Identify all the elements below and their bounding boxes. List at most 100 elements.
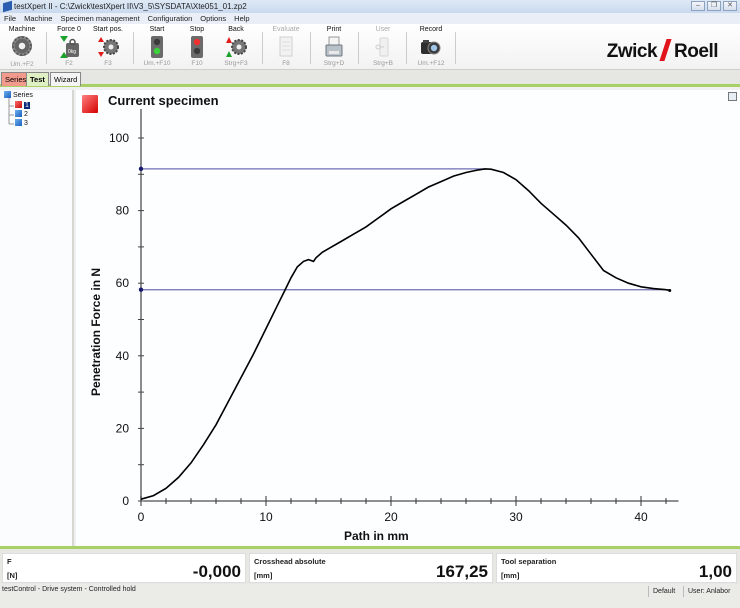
menu-help[interactable]: Help: [234, 14, 250, 23]
measurement-crosshead-absolute: Crosshead absolute [mm] 167,25: [249, 553, 493, 583]
gear-icon: [11, 36, 33, 60]
tree-item-specimen-3[interactable]: 3: [15, 119, 28, 128]
status-bar: testControl - Drive system - Controlled …: [0, 584, 740, 608]
record-button[interactable]: Record Um.+F12: [409, 25, 453, 69]
evaluate-button[interactable]: Evaluate F8: [264, 25, 308, 69]
print-button[interactable]: Print Strg+D: [312, 25, 356, 69]
back-gear-icon: [225, 35, 247, 59]
svg-text:0kg: 0kg: [68, 49, 76, 55]
toolbar-separator: [133, 32, 134, 64]
menu-specimen-management[interactable]: Specimen management: [60, 14, 140, 23]
logo-slash: [659, 39, 672, 61]
measurement-unit: [N]: [7, 571, 18, 580]
start-button[interactable]: Start Um.+F10: [135, 25, 179, 69]
evaluate-shortcut: F8: [282, 60, 290, 67]
measurement-name: Crosshead absolute: [254, 557, 326, 566]
measurement-force: F [N] -0,000: [2, 553, 246, 583]
status-user: User: Anlabor: [683, 586, 734, 597]
tab-wizard[interactable]: Wizard: [50, 72, 82, 86]
start-shortcut: Um.+F10: [143, 60, 171, 67]
force-path-chart: 0 20 40 60 80 100 0 10 20 30 40 Path in mm Penetra…: [89, 108, 679, 543]
toolbar-separator: [455, 32, 456, 64]
user-shortcut: Strg+B: [372, 60, 394, 67]
stop-button[interactable]: Stop F10: [175, 25, 219, 69]
start-position-gear-icon: [97, 35, 119, 59]
menu-configuration[interactable]: Configuration: [147, 14, 193, 23]
title-bar: testXpert II - C:\Zwick\testXpert II\V3_…: [0, 0, 740, 13]
back-label: Back: [228, 26, 244, 33]
measurement-value: -0,000: [192, 562, 241, 581]
tree-item-label: 1: [24, 102, 30, 109]
toolbar: Machine Um.+F2 Force 0 0kg F2 Start pos.…: [0, 24, 740, 70]
tree-item-label: 3: [24, 120, 28, 127]
reference-lines: [138, 166, 672, 292]
printer-icon: [323, 35, 345, 59]
document-icon: [275, 35, 297, 59]
svg-text:0: 0: [122, 494, 129, 508]
restore-button[interactable]: ❐: [707, 1, 721, 11]
force-curve: [140, 168, 670, 500]
specimen-cube-icon: [15, 119, 22, 126]
y-axis-title: Penetration Force in N: [89, 268, 103, 396]
start-position-button[interactable]: Start pos. F3: [86, 25, 130, 69]
menu-bar: File Machine Specimen management Configu…: [0, 13, 740, 24]
user-button[interactable]: User Strg+B: [361, 25, 405, 69]
x-axis-title: Path in mm: [344, 529, 409, 543]
svg-text:60: 60: [116, 276, 130, 290]
minimize-button[interactable]: –: [691, 1, 705, 11]
series-cube-icon: [4, 91, 11, 98]
stop-shortcut: F10: [191, 60, 203, 67]
user-switch-icon: [372, 35, 394, 59]
chart-panel: 0 20 40 60 80 100 0 10 20 30 40 Path in mm Penetra…: [76, 90, 740, 546]
svg-text:30: 30: [509, 510, 523, 524]
logo-right-text: Roell: [674, 41, 718, 62]
menu-file[interactable]: File: [4, 14, 17, 23]
specimen-cube-icon: [15, 101, 22, 108]
specimen-cube-icon: [15, 110, 22, 117]
machine-label: Machine: [8, 26, 36, 33]
svg-text:0: 0: [138, 510, 145, 524]
svg-text:10: 10: [259, 510, 273, 524]
window-options-icon[interactable]: [728, 92, 737, 101]
tree-root-series[interactable]: Series: [4, 91, 33, 100]
tree-item-specimen-2[interactable]: 2: [15, 110, 28, 119]
svg-text:20: 20: [384, 510, 398, 524]
record-label: Record: [419, 26, 443, 33]
chart-axes: 0 20 40 60 80 100 0 10 20 30 40: [109, 108, 679, 524]
svg-text:40: 40: [116, 349, 130, 363]
machine-button[interactable]: Machine Um.+F2: [0, 25, 44, 69]
measurement-value: 1,00: [698, 562, 732, 581]
measurement-unit: [mm]: [254, 571, 273, 580]
print-shortcut: Strg+D: [323, 60, 345, 67]
logo-left-text: Zwick: [606, 41, 658, 62]
measurement-panel: F [N] -0,000 Crosshead absolute [mm] 167…: [0, 546, 740, 584]
user-label: User: [375, 26, 391, 33]
measurement-value: 167,25: [436, 562, 488, 581]
force-zero-label: Force 0: [57, 26, 81, 33]
machine-shortcut: Um.+F2: [10, 61, 34, 68]
tree-item-label: 2: [24, 111, 28, 118]
weight-tare-icon: 0kg: [58, 35, 80, 59]
tab-bar: Series Test Wizard: [0, 70, 740, 87]
print-label: Print: [326, 26, 342, 33]
traffic-light-green-icon: [146, 35, 168, 59]
camera-icon: [420, 35, 442, 59]
start-position-label: Start pos.: [93, 26, 123, 33]
close-button[interactable]: ✕: [723, 1, 737, 11]
app-icon: [3, 0, 12, 13]
tab-test[interactable]: Test: [26, 72, 49, 86]
menu-machine[interactable]: Machine: [24, 14, 53, 23]
svg-text:100: 100: [109, 131, 129, 145]
window-title: testXpert II - C:\Zwick\testXpert II\V3_…: [14, 2, 247, 11]
start-label: Start: [149, 26, 165, 33]
menu-options[interactable]: Options: [200, 14, 227, 23]
start-position-shortcut: F3: [104, 60, 112, 67]
back-button[interactable]: Back Strg+F3: [214, 25, 258, 69]
measurement-name: F: [7, 557, 12, 566]
series-tree: Series 1 2 3: [0, 90, 74, 546]
tree-root-label: Series: [13, 92, 33, 99]
force-zero-button[interactable]: Force 0 0kg F2: [47, 25, 91, 69]
toolbar-separator: [310, 32, 311, 64]
svg-text:40: 40: [634, 510, 648, 524]
tree-item-specimen-1[interactable]: 1: [15, 101, 30, 110]
